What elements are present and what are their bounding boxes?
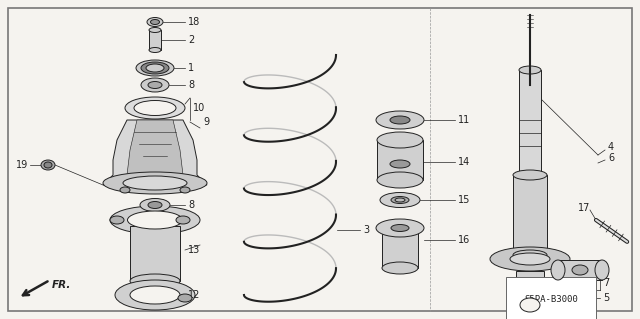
Text: 19: 19 — [16, 160, 28, 170]
Text: 4: 4 — [608, 142, 614, 152]
Ellipse shape — [148, 202, 162, 209]
Ellipse shape — [148, 81, 162, 88]
Text: S5PA-B3000: S5PA-B3000 — [524, 295, 578, 305]
Ellipse shape — [390, 116, 410, 124]
Ellipse shape — [519, 171, 541, 179]
Ellipse shape — [391, 225, 409, 232]
Ellipse shape — [149, 27, 161, 33]
Ellipse shape — [551, 260, 565, 280]
Ellipse shape — [120, 187, 130, 193]
Ellipse shape — [44, 162, 52, 168]
Ellipse shape — [110, 216, 124, 224]
Ellipse shape — [147, 18, 163, 26]
Text: 12: 12 — [188, 290, 200, 300]
Ellipse shape — [513, 250, 547, 260]
Text: FR.: FR. — [52, 280, 72, 290]
Ellipse shape — [572, 265, 588, 275]
Ellipse shape — [176, 216, 190, 224]
Polygon shape — [103, 120, 207, 185]
Text: 14: 14 — [458, 157, 470, 167]
Ellipse shape — [380, 192, 420, 207]
Text: 10: 10 — [193, 103, 205, 113]
Ellipse shape — [376, 111, 424, 129]
Text: 6: 6 — [608, 153, 614, 163]
Text: 9: 9 — [203, 117, 209, 127]
Text: 3: 3 — [363, 225, 369, 235]
Text: 13: 13 — [188, 245, 200, 255]
Bar — [130, 226, 180, 281]
Ellipse shape — [520, 298, 540, 312]
Text: 8: 8 — [188, 80, 194, 90]
Ellipse shape — [376, 219, 424, 237]
Ellipse shape — [125, 97, 185, 119]
Ellipse shape — [395, 198, 405, 202]
Ellipse shape — [130, 286, 180, 304]
Ellipse shape — [127, 211, 182, 229]
Ellipse shape — [123, 176, 187, 190]
Ellipse shape — [180, 187, 190, 193]
Bar — [516, 271, 544, 300]
Ellipse shape — [136, 60, 174, 76]
Ellipse shape — [149, 48, 161, 53]
Ellipse shape — [377, 132, 423, 148]
Text: 18: 18 — [188, 17, 200, 27]
Bar — [149, 30, 161, 50]
Text: 15: 15 — [458, 195, 470, 205]
Bar — [519, 70, 541, 175]
Text: 11: 11 — [458, 115, 470, 125]
Ellipse shape — [146, 64, 164, 72]
Ellipse shape — [41, 160, 55, 170]
Ellipse shape — [141, 62, 169, 74]
Ellipse shape — [115, 280, 195, 310]
Ellipse shape — [382, 262, 418, 274]
Text: 16: 16 — [458, 235, 470, 245]
Bar — [382, 228, 418, 268]
Text: 7: 7 — [603, 278, 609, 288]
Text: 1: 1 — [188, 63, 194, 73]
Ellipse shape — [510, 253, 550, 265]
Ellipse shape — [391, 197, 409, 204]
Text: 2: 2 — [188, 35, 195, 45]
Ellipse shape — [134, 100, 176, 115]
Bar — [558, 260, 602, 280]
Ellipse shape — [513, 170, 547, 180]
Ellipse shape — [519, 66, 541, 74]
Bar — [513, 175, 547, 255]
Ellipse shape — [178, 294, 192, 302]
Ellipse shape — [490, 247, 570, 271]
Bar — [377, 140, 423, 180]
Text: 17: 17 — [578, 203, 590, 213]
Text: 5: 5 — [603, 293, 609, 303]
Ellipse shape — [150, 19, 159, 25]
Ellipse shape — [595, 260, 609, 280]
Ellipse shape — [103, 172, 207, 194]
Ellipse shape — [390, 160, 410, 168]
Polygon shape — [127, 120, 183, 175]
Ellipse shape — [141, 78, 169, 92]
Ellipse shape — [140, 198, 170, 211]
Ellipse shape — [377, 172, 423, 188]
Ellipse shape — [130, 274, 180, 288]
Ellipse shape — [512, 293, 548, 317]
Text: 8: 8 — [188, 200, 194, 210]
Ellipse shape — [110, 206, 200, 234]
